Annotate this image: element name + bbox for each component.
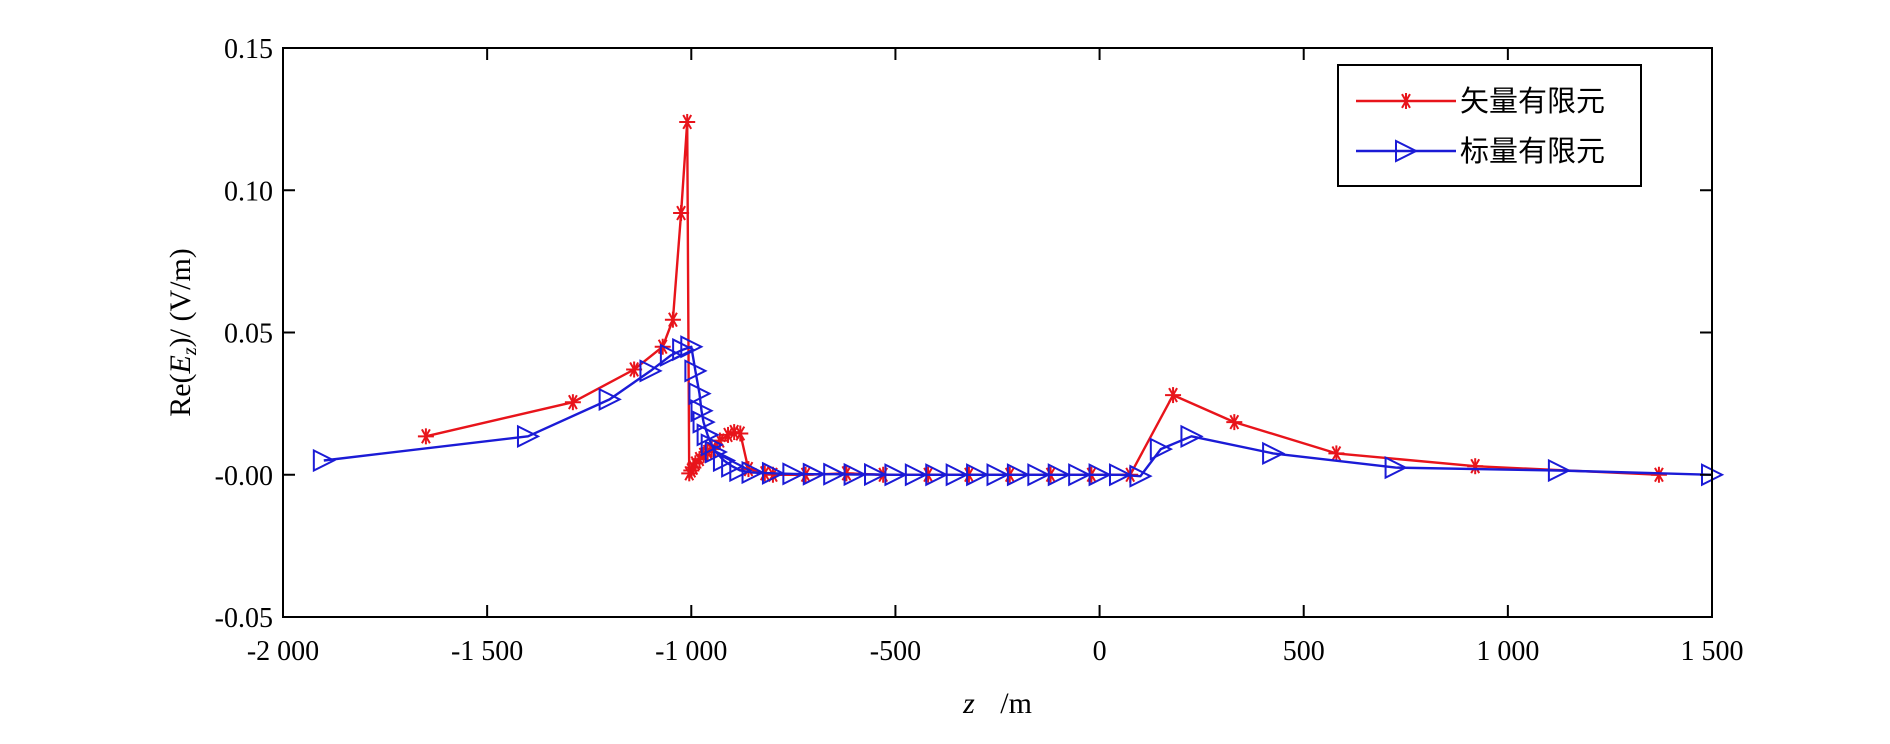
series-layer bbox=[312, 113, 1725, 488]
triangle-marker bbox=[729, 458, 753, 483]
y-axis-label: Re(Ez)/ (V/m) bbox=[164, 248, 201, 417]
triangle-marker bbox=[704, 440, 729, 464]
triangle-marker bbox=[864, 462, 888, 487]
x-axis-variable: z bbox=[962, 687, 975, 720]
y-tick-label: 0.05 bbox=[224, 319, 273, 350]
legend-box bbox=[1337, 64, 1642, 187]
x-tick-label: 500 bbox=[1283, 636, 1325, 667]
triangle-marker bbox=[966, 463, 990, 487]
x-axis-unit: /m bbox=[1000, 687, 1032, 720]
y-axis-prefix: Re( bbox=[164, 373, 197, 416]
triangle-marker bbox=[925, 463, 949, 487]
asterisk-marker bbox=[673, 205, 690, 222]
triangle-marker bbox=[639, 359, 663, 383]
triangle-marker bbox=[1547, 458, 1572, 483]
asterisk-marker bbox=[664, 311, 681, 328]
triangle-marker bbox=[904, 463, 929, 487]
triangle-marker bbox=[696, 423, 720, 447]
x-tick-label: -1 500 bbox=[451, 636, 523, 667]
legend-label: 矢量有限元 bbox=[1460, 84, 1605, 118]
triangle-marker bbox=[1395, 139, 1419, 163]
y-tick-labels: 0.15 0.10 0.05 -0.00 -0.05 bbox=[215, 34, 273, 634]
asterisk-marker bbox=[1398, 93, 1414, 109]
triangle-marker bbox=[741, 460, 765, 485]
x-tick-label: 1 000 bbox=[1476, 636, 1539, 667]
triangle-marker bbox=[680, 335, 704, 359]
triangle-marker bbox=[761, 461, 786, 485]
triangle-marker bbox=[823, 462, 847, 486]
x-tick-labels: -2 000 -1 500 -1 000 -500 0 500 1 000 1 500 bbox=[247, 636, 1744, 667]
asterisk-marker bbox=[1165, 387, 1182, 404]
legend-label: 标量有限元 bbox=[1460, 134, 1605, 168]
legend-item: 矢量有限元 bbox=[1356, 84, 1605, 118]
asterisk-marker bbox=[1650, 466, 1667, 483]
ticks-layer bbox=[282, 47, 1713, 618]
x-tick-label: -500 bbox=[870, 636, 921, 667]
triangle-marker bbox=[516, 424, 541, 448]
y-tick-label: 0.10 bbox=[224, 176, 273, 207]
y-tick-label: 0.15 bbox=[224, 34, 273, 65]
triangle-marker bbox=[945, 463, 969, 487]
triangle-marker bbox=[659, 343, 684, 367]
triangle-marker bbox=[672, 337, 696, 362]
triangle-marker bbox=[1047, 463, 1071, 487]
triangle-marker bbox=[782, 462, 806, 486]
y-axis-suffix: )/ (V/m) bbox=[164, 248, 197, 347]
triangle-marker bbox=[802, 462, 827, 486]
triangle-marker bbox=[1149, 437, 1174, 461]
triangle-marker bbox=[884, 463, 908, 487]
triangle-marker bbox=[684, 359, 708, 383]
series-markers bbox=[312, 335, 1725, 488]
triangle-marker bbox=[986, 463, 1010, 487]
x-axis-label: z /m bbox=[962, 687, 1032, 720]
asterisk-marker bbox=[732, 425, 749, 442]
triangle-marker bbox=[1088, 463, 1112, 487]
asterisk-marker bbox=[417, 428, 434, 445]
triangle-marker bbox=[598, 387, 622, 411]
x-tick-label: 1 500 bbox=[1681, 636, 1744, 667]
series-line bbox=[323, 345, 1713, 478]
triangle-marker bbox=[1180, 424, 1204, 448]
x-tick-label: 0 bbox=[1093, 636, 1107, 667]
y-axis-variable: E bbox=[164, 355, 197, 374]
asterisk-marker bbox=[679, 113, 696, 130]
triangle-marker bbox=[700, 433, 724, 457]
asterisk-marker bbox=[1226, 414, 1243, 431]
triangle-marker bbox=[688, 382, 712, 406]
triangle-marker bbox=[1262, 441, 1286, 466]
triangle-marker bbox=[1068, 463, 1092, 487]
asterisk-marker bbox=[1467, 458, 1484, 475]
triangle-marker bbox=[312, 448, 337, 473]
asterisk-marker bbox=[564, 394, 581, 411]
x-tick-label: -2 000 bbox=[247, 636, 319, 667]
triangle-marker bbox=[1027, 463, 1051, 487]
triangle-marker bbox=[843, 462, 867, 487]
x-tick-label: -1 000 bbox=[655, 636, 727, 667]
triangle-marker bbox=[712, 448, 737, 473]
y-tick-label: -0.00 bbox=[215, 461, 273, 492]
asterisk-marker bbox=[1328, 445, 1345, 462]
triangle-marker bbox=[1384, 456, 1408, 480]
legend-item: 标量有限元 bbox=[1356, 134, 1605, 168]
triangle-marker bbox=[1129, 464, 1153, 488]
y-axis-subscript: z bbox=[179, 347, 201, 356]
triangle-marker bbox=[1006, 463, 1031, 487]
triangle-marker bbox=[1108, 463, 1133, 487]
y-tick-label: -0.05 bbox=[215, 603, 273, 634]
series-1 bbox=[312, 335, 1725, 488]
